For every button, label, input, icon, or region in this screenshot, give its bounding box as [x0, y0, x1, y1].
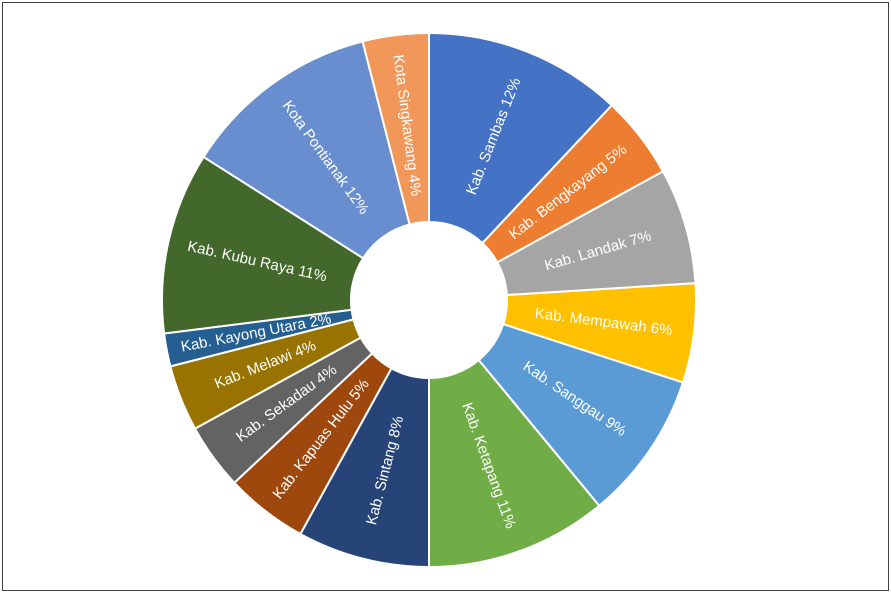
slice-kab-sambas: [428, 31, 614, 245]
chart-slices: [161, 31, 697, 569]
slice-kab-kubu-raya: [161, 155, 365, 335]
slice-kota-pontianak: [202, 40, 411, 260]
slice-kota-singkawang: [361, 31, 430, 226]
slice-kab-sanggau: [477, 322, 685, 508]
slice-kab-ketapang: [428, 358, 601, 569]
